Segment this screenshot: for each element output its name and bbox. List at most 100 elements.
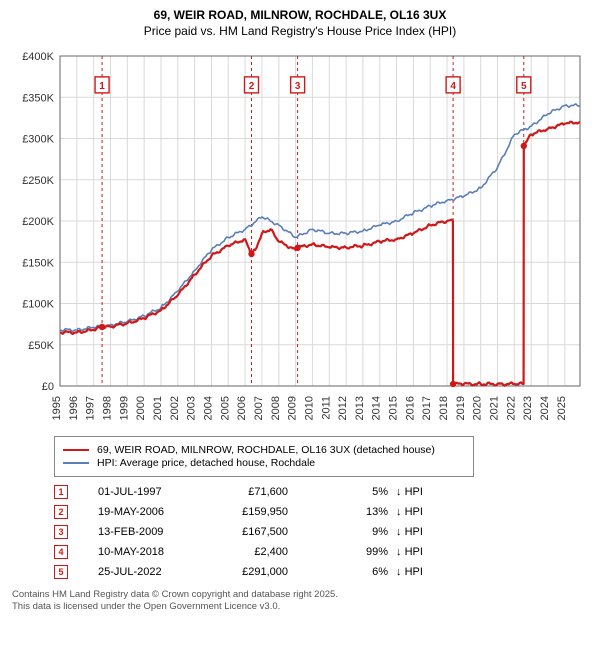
svg-text:2009: 2009 (287, 396, 299, 420)
svg-text:2022: 2022 (505, 396, 517, 420)
legend-row: HPI: Average price, detached house, Roch… (63, 457, 465, 469)
legend-row: 69, WEIR ROAD, MILNROW, ROCHDALE, OL16 3… (63, 444, 465, 456)
legend: 69, WEIR ROAD, MILNROW, ROCHDALE, OL16 3… (54, 436, 474, 477)
transaction-date: 19-MAY-2006 (98, 506, 218, 518)
svg-text:2016: 2016 (404, 396, 416, 420)
svg-text:2012: 2012 (337, 396, 349, 420)
arrow-down-icon: ↓ (396, 486, 405, 498)
transaction-hpi: ↓ HPI (388, 486, 448, 498)
transaction-hpi: ↓ HPI (388, 566, 448, 578)
svg-text:1995: 1995 (51, 396, 63, 420)
svg-text:2019: 2019 (455, 396, 467, 420)
transaction-price: £71,600 (218, 486, 328, 498)
transaction-table: 101-JUL-1997£71,6005%↓ HPI219-MAY-2006£1… (54, 485, 588, 579)
hpi-label: HPI (405, 506, 423, 518)
transaction-marker: 5 (54, 565, 68, 579)
svg-text:2013: 2013 (354, 396, 366, 420)
arrow-down-icon: ↓ (396, 526, 405, 538)
svg-text:2004: 2004 (202, 396, 214, 420)
chart-title-line2: Price paid vs. HM Land Registry's House … (12, 24, 588, 38)
transaction-price: £291,000 (218, 566, 328, 578)
svg-text:2005: 2005 (219, 396, 231, 420)
svg-text:2003: 2003 (186, 396, 198, 420)
transaction-pct: 6% (328, 566, 388, 578)
legend-swatch (63, 449, 89, 451)
svg-text:£0: £0 (42, 381, 54, 393)
hpi-label: HPI (405, 546, 423, 558)
svg-text:£150K: £150K (22, 257, 54, 269)
svg-text:£50K: £50K (28, 340, 54, 352)
svg-text:2010: 2010 (303, 396, 315, 420)
svg-text:2: 2 (249, 81, 255, 92)
arrow-down-icon: ↓ (396, 506, 405, 518)
hpi-label: HPI (405, 526, 423, 538)
svg-text:4: 4 (450, 81, 456, 92)
svg-text:2018: 2018 (438, 396, 450, 420)
svg-text:2001: 2001 (152, 396, 164, 420)
transaction-date: 13-FEB-2009 (98, 526, 218, 538)
transaction-marker: 3 (54, 525, 68, 539)
transaction-pct: 9% (328, 526, 388, 538)
svg-text:2023: 2023 (522, 396, 534, 420)
footer-line1: Contains HM Land Registry data © Crown c… (12, 589, 588, 601)
chart-svg: £0 £50K £100K £150K £200K £250K £300K £350K £400… (12, 48, 588, 428)
svg-text:2017: 2017 (421, 396, 433, 420)
svg-text:£300K: £300K (22, 134, 54, 146)
svg-text:£100K: £100K (22, 299, 54, 311)
transaction-hpi: ↓ HPI (388, 526, 448, 538)
svg-text:2021: 2021 (489, 396, 501, 420)
transaction-pct: 13% (328, 506, 388, 518)
svg-text:1996: 1996 (68, 396, 80, 420)
svg-text:2006: 2006 (236, 396, 248, 420)
price-chart: £0 £50K £100K £150K £200K £250K £300K £350K £400… (12, 48, 588, 428)
transaction-hpi: ↓ HPI (388, 546, 448, 558)
svg-text:2014: 2014 (371, 396, 383, 420)
legend-label: HPI: Average price, detached house, Roch… (97, 457, 315, 469)
transaction-hpi: ↓ HPI (388, 506, 448, 518)
chart-title-line1: 69, WEIR ROAD, MILNROW, ROCHDALE, OL16 3… (12, 8, 588, 22)
legend-swatch (63, 462, 89, 464)
legend-label: 69, WEIR ROAD, MILNROW, ROCHDALE, OL16 3… (97, 444, 435, 456)
transaction-pct: 5% (328, 486, 388, 498)
transaction-date: 25-JUL-2022 (98, 566, 218, 578)
hpi-label: HPI (405, 566, 423, 578)
footer-attribution: Contains HM Land Registry data © Crown c… (12, 589, 588, 614)
hpi-label: HPI (405, 486, 423, 498)
arrow-down-icon: ↓ (396, 546, 405, 558)
svg-text:2025: 2025 (556, 396, 568, 420)
svg-text:1999: 1999 (118, 396, 130, 420)
svg-text:2020: 2020 (472, 396, 484, 420)
transaction-row: 410-MAY-2018£2,40099%↓ HPI (54, 545, 588, 559)
transaction-marker: 4 (54, 545, 68, 559)
arrow-down-icon: ↓ (396, 566, 405, 578)
svg-text:3: 3 (295, 81, 301, 92)
transaction-date: 10-MAY-2018 (98, 546, 218, 558)
svg-text:£250K: £250K (22, 175, 54, 187)
transaction-row: 219-MAY-2006£159,95013%↓ HPI (54, 505, 588, 519)
svg-text:£350K: £350K (22, 92, 54, 104)
svg-text:£200K: £200K (22, 216, 54, 228)
transaction-date: 01-JUL-1997 (98, 486, 218, 498)
transaction-price: £167,500 (218, 526, 328, 538)
svg-text:2002: 2002 (169, 396, 181, 420)
svg-text:2000: 2000 (135, 396, 147, 420)
transaction-marker: 1 (54, 485, 68, 499)
svg-text:1998: 1998 (101, 396, 113, 420)
transaction-price: £159,950 (218, 506, 328, 518)
svg-text:5: 5 (521, 81, 527, 92)
svg-text:2007: 2007 (253, 396, 265, 420)
transaction-row: 525-JUL-2022£291,0006%↓ HPI (54, 565, 588, 579)
transaction-row: 313-FEB-2009£167,5009%↓ HPI (54, 525, 588, 539)
transaction-row: 101-JUL-1997£71,6005%↓ HPI (54, 485, 588, 499)
svg-text:2024: 2024 (539, 396, 551, 420)
transaction-pct: 99% (328, 546, 388, 558)
svg-text:1997: 1997 (85, 396, 97, 420)
svg-text:2008: 2008 (270, 396, 282, 420)
svg-text:£400K: £400K (22, 51, 54, 63)
svg-text:2011: 2011 (320, 396, 332, 420)
transaction-marker: 2 (54, 505, 68, 519)
svg-text:1: 1 (99, 81, 105, 92)
transaction-price: £2,400 (218, 546, 328, 558)
svg-text:2015: 2015 (388, 396, 400, 420)
footer-line2: This data is licensed under the Open Gov… (12, 601, 588, 613)
